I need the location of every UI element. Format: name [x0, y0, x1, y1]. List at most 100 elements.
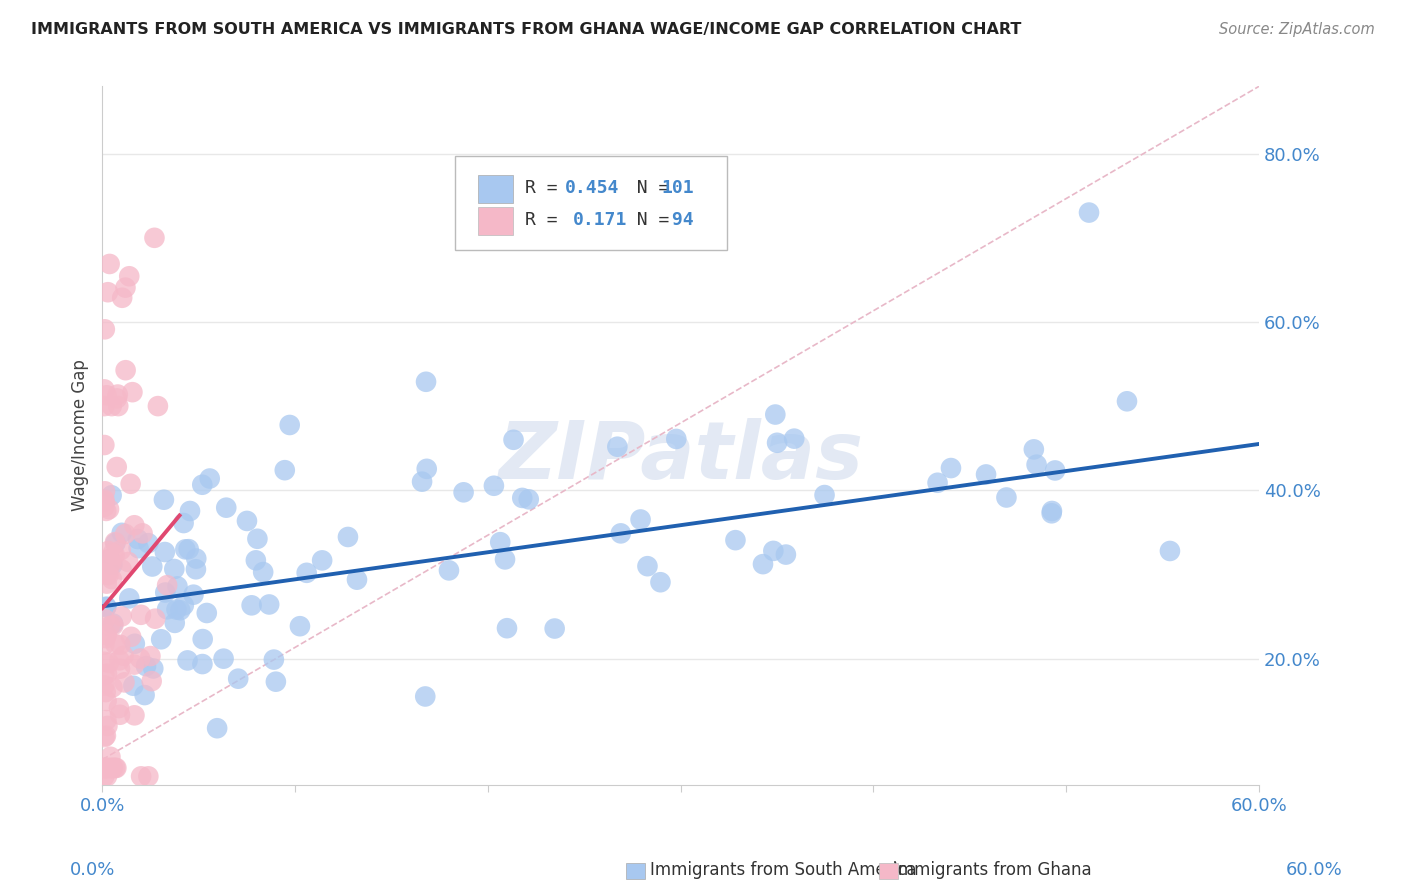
Point: [346, 573, 368, 587]
Text: N =: N =: [614, 178, 681, 196]
Point: [105, 460, 128, 475]
Point: [610, 526, 633, 541]
Point: [97, 544, 120, 558]
Point: [93, 438, 115, 452]
Point: [124, 637, 146, 651]
Point: [174, 542, 197, 557]
Point: [128, 541, 150, 556]
Point: [96, 694, 118, 708]
Point: [630, 512, 652, 526]
Point: [93, 769, 115, 783]
Point: [129, 607, 152, 622]
Point: [93, 399, 115, 413]
Point: [110, 543, 132, 558]
Point: [453, 485, 475, 500]
Point: [96, 576, 118, 591]
Point: [156, 578, 179, 592]
Point: [93, 678, 115, 692]
Point: [112, 648, 135, 663]
Point: [191, 477, 214, 491]
Point: [127, 532, 149, 546]
Bar: [478, 207, 513, 235]
Point: [142, 661, 165, 675]
Point: [163, 562, 186, 576]
Point: [155, 585, 177, 599]
Point: [166, 579, 188, 593]
Point: [94, 631, 117, 645]
Point: [927, 475, 949, 490]
Text: IMMIGRANTS FROM SOUTH AMERICA VS IMMIGRANTS FROM GHANA WAGE/INCOME GAP CORRELATI: IMMIGRANTS FROM SOUTH AMERICA VS IMMIGRA…: [31, 22, 1021, 37]
Point: [195, 606, 218, 620]
Point: [96, 504, 118, 518]
Point: [184, 562, 207, 576]
Text: ZIPatlas: ZIPatlas: [498, 417, 863, 496]
Point: [94, 685, 117, 699]
Point: [129, 651, 152, 665]
Point: [105, 392, 128, 406]
Point: [107, 387, 129, 401]
Point: [93, 761, 115, 775]
Point: [1040, 504, 1063, 518]
Point: [517, 492, 540, 507]
Point: [606, 440, 628, 454]
Point: [98, 552, 121, 566]
Point: [120, 476, 142, 491]
Point: [1116, 394, 1139, 409]
Point: [510, 491, 533, 505]
Point: [100, 556, 122, 570]
Point: [114, 280, 136, 294]
Point: [264, 674, 287, 689]
Point: [415, 375, 437, 389]
Point: [107, 399, 129, 413]
Text: Immigrants from South America: Immigrants from South America: [650, 861, 917, 879]
Point: [763, 408, 786, 422]
Point: [101, 616, 124, 631]
Point: [100, 488, 122, 502]
Point: [650, 575, 672, 590]
Point: [98, 619, 121, 633]
Point: [108, 653, 131, 667]
Point: [94, 729, 117, 743]
Point: [411, 475, 433, 489]
Y-axis label: Wage/Income Gap: Wage/Income Gap: [72, 359, 89, 511]
Point: [111, 563, 134, 577]
Point: [173, 516, 195, 530]
Point: [156, 602, 179, 616]
Point: [93, 494, 115, 508]
Point: [97, 656, 120, 670]
Point: [198, 471, 221, 485]
Point: [104, 548, 127, 562]
Point: [724, 533, 747, 548]
Point: [134, 688, 156, 702]
Point: [186, 551, 208, 566]
Point: [496, 621, 519, 635]
Point: [97, 568, 120, 582]
Point: [215, 500, 238, 515]
Point: [489, 535, 512, 549]
Text: Immigrants from Ghana: Immigrants from Ghana: [893, 861, 1091, 879]
Point: [246, 532, 269, 546]
Point: [131, 526, 153, 541]
Point: [783, 432, 806, 446]
Point: [136, 536, 159, 550]
Point: [752, 557, 775, 571]
Point: [150, 632, 173, 647]
Point: [288, 619, 311, 633]
Point: [94, 484, 117, 499]
Text: 0.0%: 0.0%: [70, 861, 115, 879]
Point: [336, 530, 359, 544]
Point: [173, 599, 195, 613]
Point: [813, 488, 835, 502]
Point: [183, 588, 205, 602]
Point: [124, 518, 146, 533]
Point: [263, 652, 285, 666]
Point: [93, 655, 115, 669]
Text: N =: N =: [614, 211, 681, 229]
Point: [762, 544, 785, 558]
Point: [252, 565, 274, 579]
Point: [1040, 506, 1063, 520]
Point: [96, 600, 118, 615]
Point: [94, 612, 117, 626]
Point: [939, 461, 962, 475]
Point: [101, 572, 124, 586]
